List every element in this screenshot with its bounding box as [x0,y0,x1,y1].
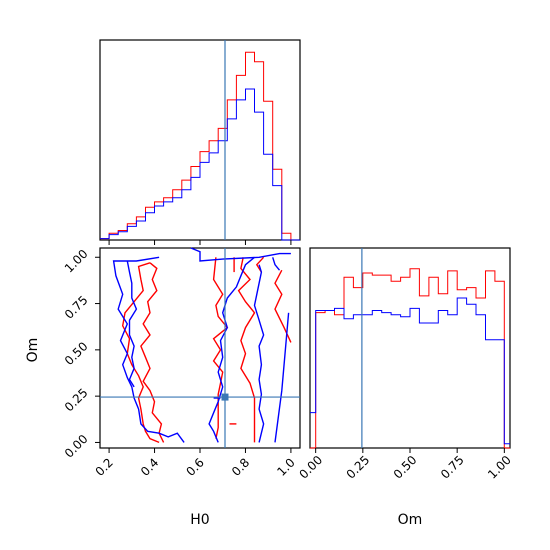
om-hist-series-0-step [310,268,510,449]
contour-0-path-0 [121,262,160,444]
om-hist-xtick-label-0: 0.00 [296,453,325,482]
contour-1-path-5 [272,257,281,271]
h0-om-contour-panel: H0 Om 0.2 0.4 0.6 0.8 1.0 0.00 0.25 0.50 0.75 1.0… [25,247,301,528]
om-hist-xtick-label-2: 0.50 [391,453,420,482]
joint-ytick-label-4: 1.00 [62,247,91,276]
joint-ytick-label-3: 0.75 [62,293,91,322]
x-axis-label-om: Om [398,512,423,528]
joint-xtick-label-4: 1.0 [274,455,297,478]
joint-frame [99,247,301,449]
contour-1-path-3 [208,256,255,443]
joint-xtick-label-2: 0.6 [183,455,206,478]
joint-xtick-label-3: 0.8 [229,455,252,478]
x-axis-label-h0: H0 [190,512,209,528]
joint-xtick-label-1: 0.4 [138,455,161,478]
h0-hist-series-1-step [100,88,300,241]
contour-1-path-0 [112,256,185,443]
contour-1-path-4 [253,264,265,443]
h0-marginal-histogram [99,39,301,245]
contour-0-path-1 [140,262,165,443]
om-hist-xtick-label-3: 0.75 [438,453,467,482]
joint-ytick-label-2: 0.50 [62,339,91,368]
joint-xtick-label-0: 0.2 [93,455,116,478]
contour-0-path-2 [212,257,229,439]
contour-1-path-2 [190,247,291,262]
om-hist-xtick-label-4: 1.00 [485,453,514,482]
h0-hist-series-0-step [100,51,300,241]
joint-ytick-label-0: 0.00 [62,432,91,461]
contour-0-path-3 [237,257,256,443]
truth-point-marker [221,393,229,401]
y-axis-label-om: Om [25,338,41,363]
h0-marginal-frame [99,39,301,241]
contour-0-path-6 [255,256,265,273]
om-hist-xtick-label-1: 0.25 [344,453,373,482]
om-marginal-frame [309,247,511,449]
contour-1-path-1 [126,260,138,388]
contour-1-path-6 [274,312,290,443]
joint-ytick-label-1: 0.25 [62,386,91,415]
om-hist-series-1-step [310,297,510,445]
contour-0-path-4 [274,269,292,343]
om-marginal-histogram: Om 0.00 0.25 0.50 0.75 1.00 [296,247,514,528]
